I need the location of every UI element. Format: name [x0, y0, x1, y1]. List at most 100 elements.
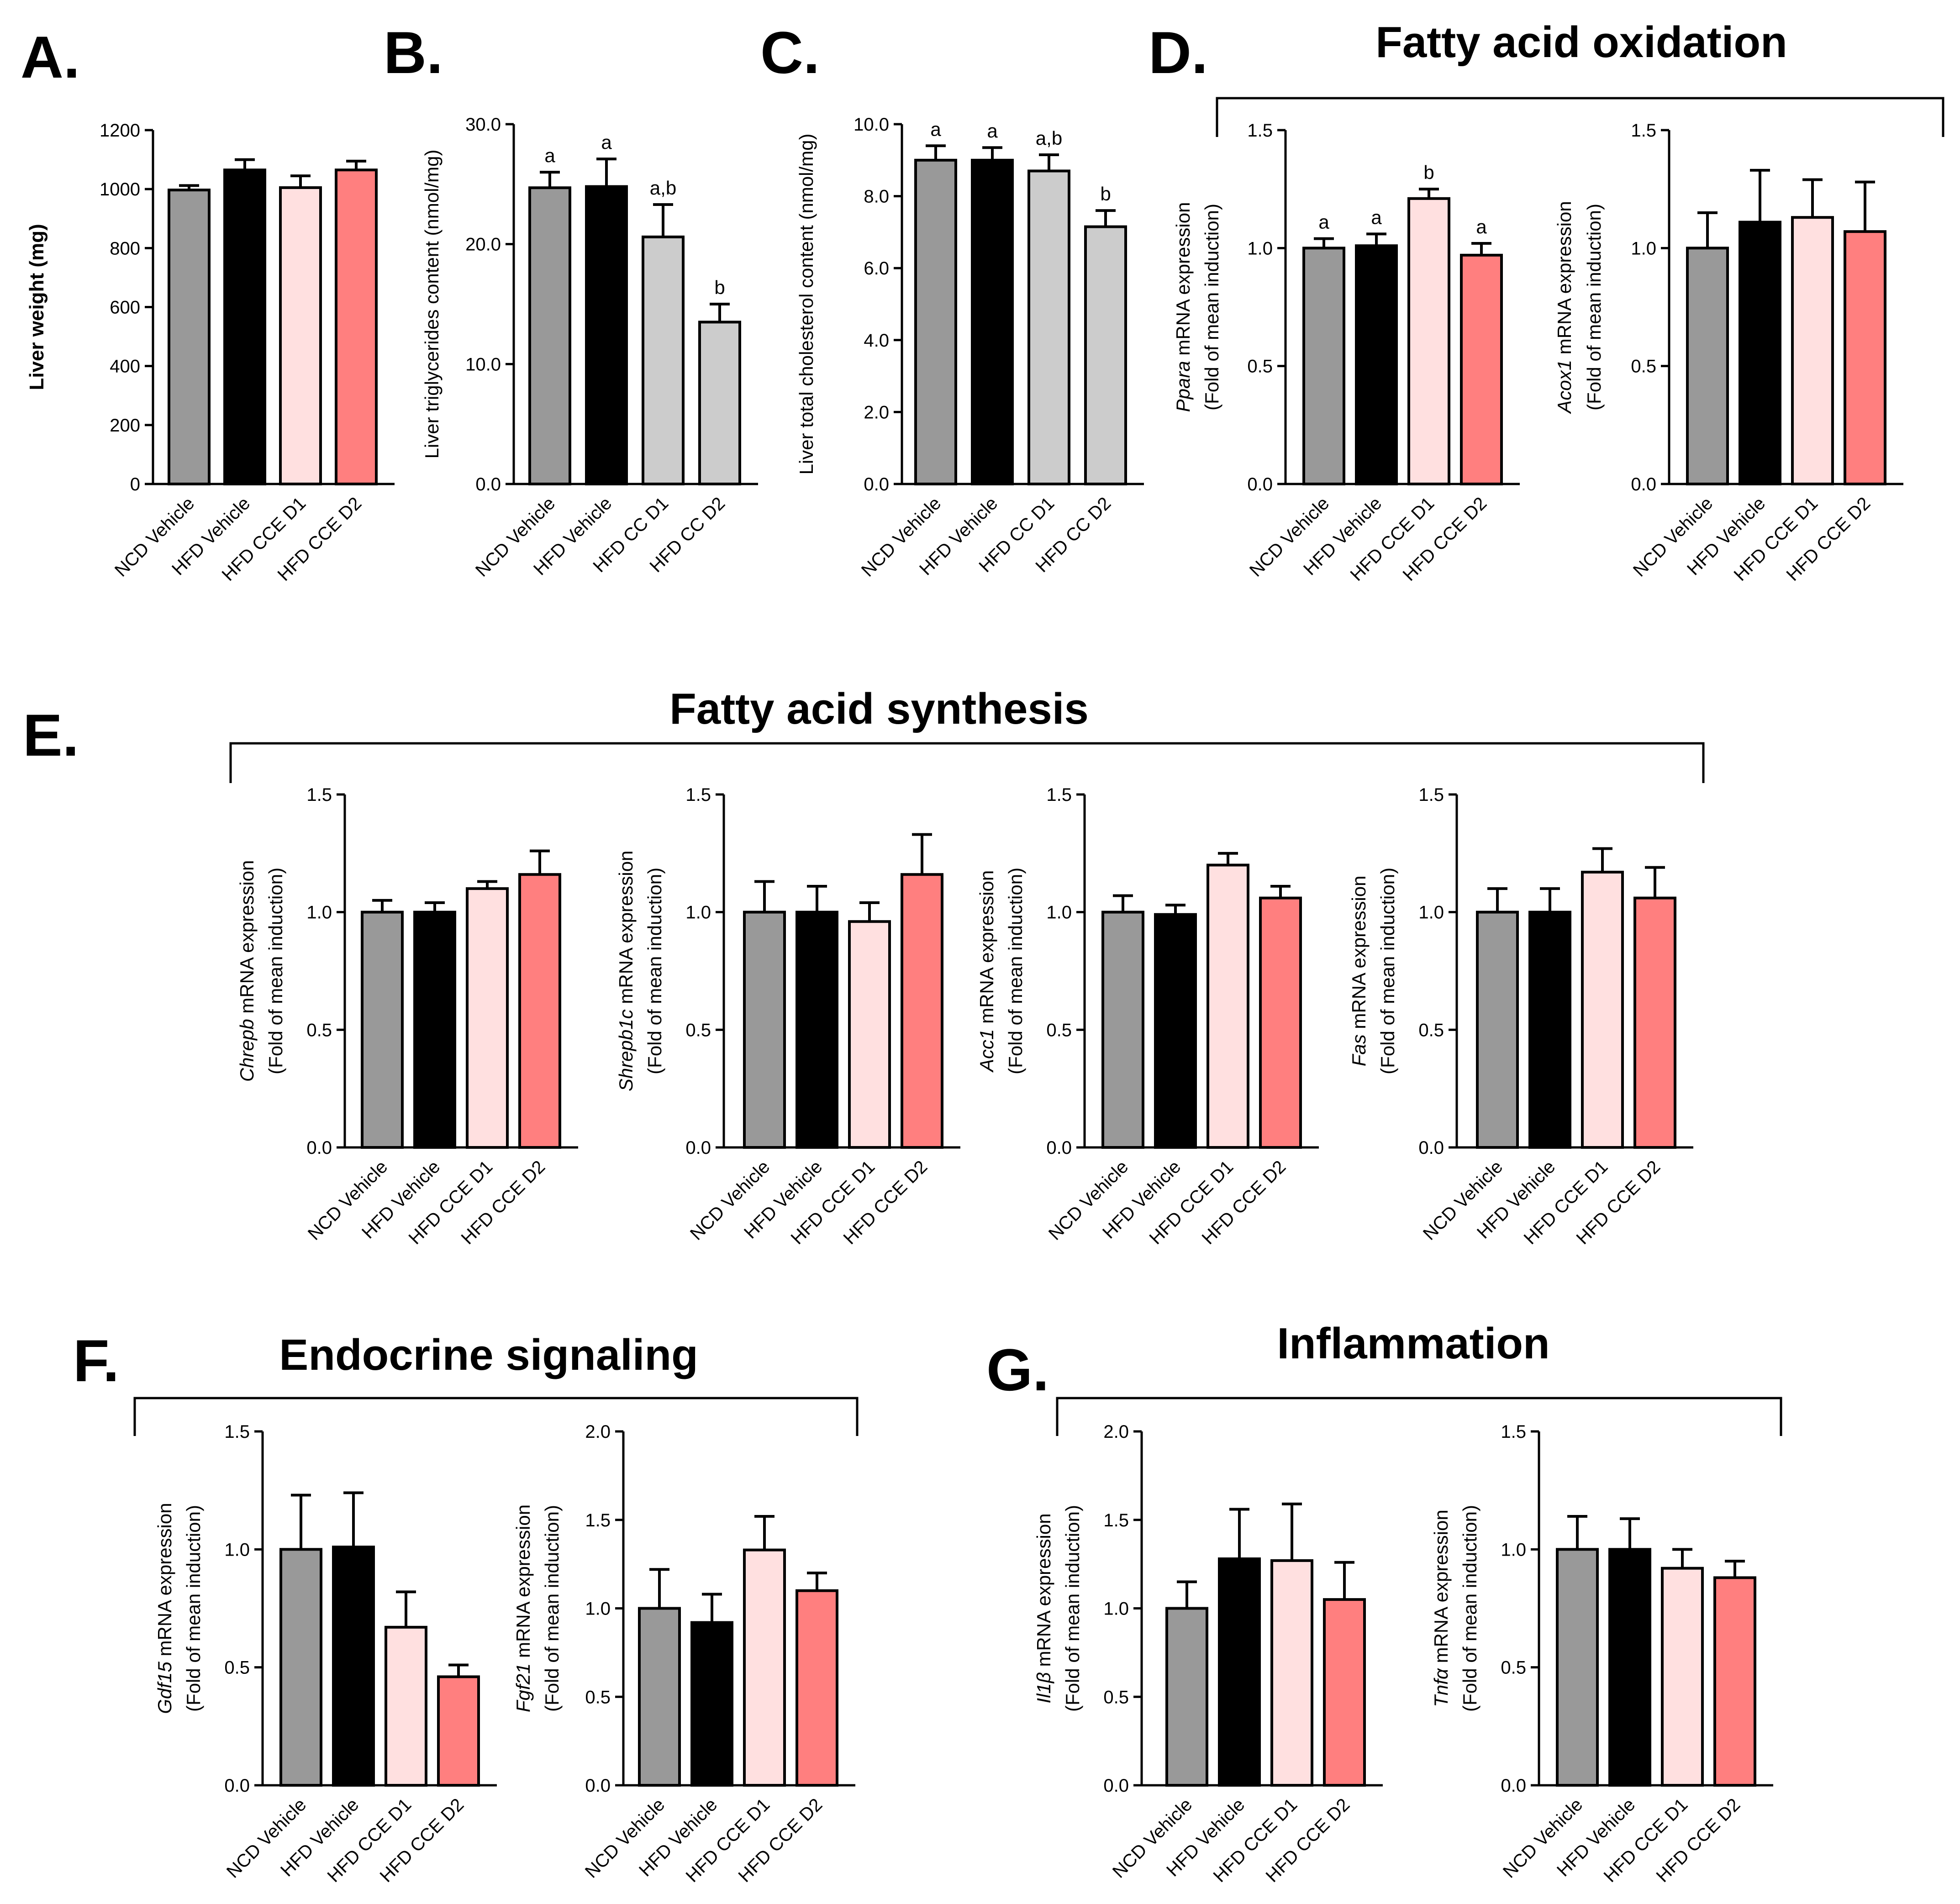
y-tick-label-0: 0.0: [475, 474, 501, 494]
y-tick-label-6: 1200: [100, 121, 140, 141]
y-tick-label-3: 1.5: [1418, 785, 1444, 805]
bar-1: [585, 185, 628, 485]
y-axis-label-line2: (Fold of mean induction): [1459, 1505, 1481, 1712]
error-bar-0: [926, 144, 946, 160]
bar-0: [1165, 1607, 1208, 1787]
y-axis-label-rest: mRNA expression: [1430, 1510, 1452, 1668]
y-axis-label: Liver total cholesterol content (nmol/mg…: [796, 134, 817, 475]
y-tick-label-2: 1.0: [224, 1540, 250, 1560]
error-bar-2: [1282, 1502, 1302, 1561]
significance-label-3: b: [714, 277, 725, 298]
y-tick-label-2: 1.0: [685, 903, 711, 923]
bar-2: [279, 186, 322, 485]
bar-1: [1218, 1557, 1261, 1787]
gene-name: Fas: [1348, 1034, 1370, 1066]
bar-2: [1270, 1559, 1313, 1787]
error-bar-0: [179, 184, 199, 190]
bar-3: [1844, 230, 1886, 485]
bar-1: [1739, 221, 1781, 485]
error-bar-3: [1855, 180, 1875, 232]
y-tick-label-4: 8.0: [864, 187, 889, 207]
y-tick-label-3: 1.5: [1631, 121, 1656, 141]
y-tick-label-5: 1000: [100, 179, 140, 200]
significance-label-2: a,b: [1036, 127, 1062, 149]
error-bar-0: [1177, 1580, 1197, 1609]
bar-2: [1407, 197, 1450, 486]
significance-label-2: a,b: [650, 177, 676, 199]
y-axis-label: Acox1 mRNA expression: [1554, 201, 1575, 415]
bar-0: [743, 910, 786, 1149]
error-bar-2: [1592, 847, 1612, 873]
y-tick-label-0: 0.0: [685, 1138, 711, 1158]
y-tick-label-3: 1.5: [1046, 785, 1072, 805]
error-bar-3: [1645, 866, 1665, 898]
y-tick-label-3: 1.5: [585, 1510, 611, 1531]
y-tick-label-5: 10.0: [854, 115, 889, 135]
error-bar-1: [702, 1593, 722, 1623]
error-bar-1: [1540, 887, 1560, 912]
y-tick-label-2: 400: [110, 357, 140, 377]
y-tick-label-1: 200: [110, 416, 140, 436]
y-axis-label-rest: mRNA expression: [1172, 202, 1194, 361]
y-tick-label-1: 0.5: [306, 1020, 332, 1040]
significance-label-3: b: [1100, 183, 1111, 205]
bar-0: [361, 910, 404, 1149]
significance-label-0: a: [1318, 211, 1329, 233]
bar-1: [1355, 244, 1398, 485]
group-title-inflammation: Inflammation: [1277, 1319, 1549, 1368]
y-axis-label-line2: (Fold of mean induction): [1005, 868, 1026, 1074]
y-axis-label-line2: (Fold of mean induction): [541, 1505, 563, 1712]
bar-0: [638, 1607, 681, 1787]
error-bar-2: [396, 1590, 416, 1627]
bar-1: [223, 168, 266, 485]
y-tick-label-1: 0.5: [685, 1020, 711, 1040]
y-tick-label-0: 0.0: [1046, 1138, 1072, 1158]
bar-1: [690, 1621, 733, 1787]
y-tick-label-0: 0.0: [864, 474, 889, 494]
bar-3: [1713, 1576, 1756, 1787]
y-tick-label-1: 0.5: [1103, 1687, 1129, 1707]
y-tick-label-1: 0.5: [1418, 1020, 1444, 1040]
y-axis-label: Gdf15 mRNA expression: [154, 1503, 175, 1714]
y-axis-label: Tnfα mRNA expression: [1430, 1510, 1452, 1707]
y-axis-label-line2: (Fold of mean induction): [183, 1505, 204, 1712]
significance-label-2: b: [1423, 162, 1434, 183]
bar-3: [796, 1589, 838, 1787]
y-tick-label-2: 1.0: [1103, 1599, 1129, 1619]
y-tick-label-3: 1.5: [1501, 1422, 1526, 1442]
y-tick-label-1: 10.0: [465, 354, 501, 374]
bar-3: [335, 168, 378, 485]
bar-3: [1460, 253, 1503, 485]
bar-2: [1027, 169, 1070, 485]
error-bar-2: [1218, 852, 1238, 865]
y-axis-label-line2: (Fold of mean induction): [265, 868, 286, 1074]
y-axis-label-rest: mRNA expression: [1033, 1513, 1054, 1672]
y-tick-label-1: 0.5: [585, 1687, 611, 1707]
y-tick-label-0: 0.0: [1418, 1138, 1444, 1158]
group-title-fatty-acid-oxidation: Fatty acid oxidation: [1375, 18, 1787, 67]
y-tick-label-1: 0.5: [1247, 357, 1273, 377]
bar-0: [168, 189, 211, 485]
y-axis-label: Acc1 mRNA expression: [976, 870, 997, 1073]
error-bar-2: [290, 174, 311, 188]
y-tick-label-3: 1.5: [685, 785, 711, 805]
bar-3: [1084, 225, 1127, 485]
bracket-inflammation: [1056, 1397, 1782, 1436]
bar-0: [1101, 910, 1144, 1149]
error-bar-2: [754, 1515, 775, 1550]
bar-0: [1686, 247, 1729, 485]
error-bar-0: [1487, 887, 1507, 912]
bracket-endocrine-signaling: [133, 1397, 859, 1436]
panel-letter-d: D.: [1149, 19, 1208, 86]
error-bar-1: [343, 1491, 364, 1547]
bar-2: [642, 235, 685, 485]
error-bar-1: [982, 146, 1002, 160]
y-axis-label: Il1β mRNA expression: [1033, 1513, 1054, 1703]
gene-name: Gdf15: [154, 1662, 175, 1714]
error-bar-1: [1750, 168, 1770, 222]
